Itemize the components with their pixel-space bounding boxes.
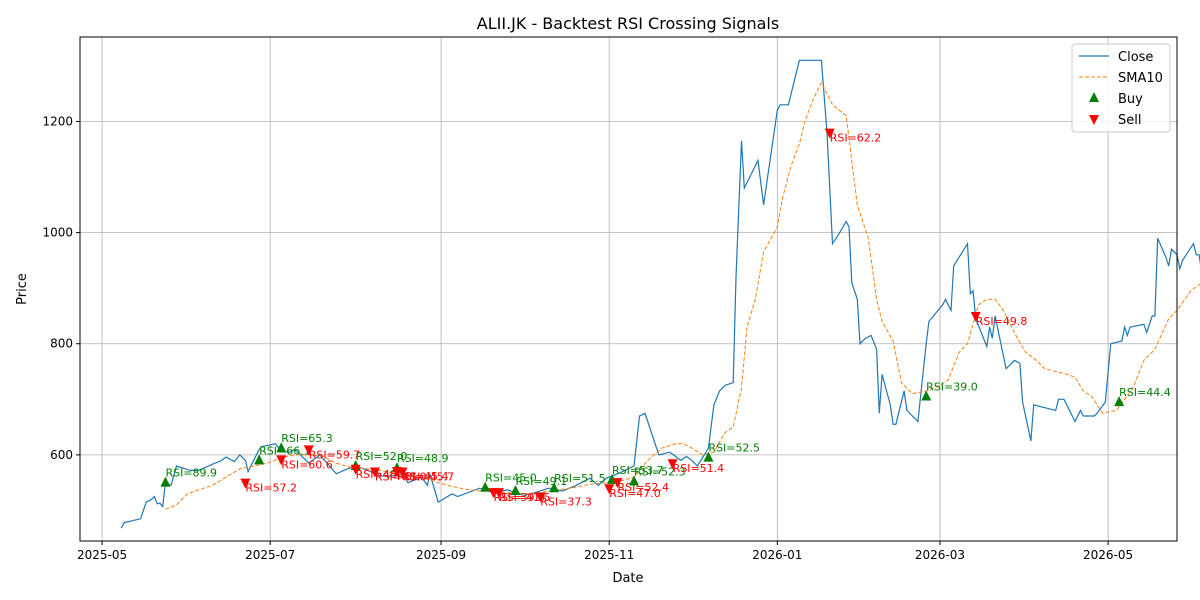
x-tick-label: 2025-07 <box>245 548 295 562</box>
close-price-line <box>120 59 1200 529</box>
sell-signal-marker <box>350 464 361 475</box>
y-axis-label: Price <box>15 273 30 305</box>
buy-signal-marker <box>549 482 560 493</box>
x-tick-label: 2025-05 <box>77 548 127 562</box>
sell-signal-label: RSI=59.7 <box>309 448 361 461</box>
chart-title: ALII.JK - Backtest RSI Crossing Signals <box>477 14 779 33</box>
buy-signal-label: RSI=48.9 <box>397 452 449 465</box>
grid <box>80 37 1177 541</box>
buy-signal-marker <box>703 451 714 462</box>
axis-ticks: 2025-05 2025-07 2025-09 2025-11 2026-01 2026-… <box>42 114 1133 562</box>
y-tick-label: 600 <box>50 448 73 462</box>
buy-signal-label: RSI=51.5 <box>554 472 606 485</box>
sell-signal-label: RSI=60.6 <box>281 458 333 471</box>
sell-signal-label: RSI=51.4 <box>673 462 725 475</box>
sell-signal-label: RSI=57.2 <box>245 482 297 495</box>
buy-signal-label: RSI=39.0 <box>926 381 978 394</box>
buy-signal-label: RSI=52.5 <box>708 442 760 455</box>
sell-signal-label: RSI=45.4 <box>397 470 449 483</box>
legend-sell-triangle-icon <box>1089 115 1099 125</box>
buy-signal-marker <box>254 454 265 465</box>
sell-signal-label: RSI=37.3 <box>540 496 592 509</box>
buy-signal-label: RSI=45.0 <box>485 472 537 485</box>
sell-signal-label: RSI=39.0 <box>493 491 545 504</box>
legend-label-close: Close <box>1118 50 1153 65</box>
y-tick-label: 1200 <box>42 114 73 128</box>
y-tick-label: 800 <box>50 337 73 351</box>
legend-label-sma: SMA10 <box>1118 71 1163 86</box>
sell-signal-marker <box>240 478 251 489</box>
sell-signal-label: RSI=62.2 <box>830 132 882 145</box>
x-axis-label: Date <box>612 571 643 586</box>
buy-signal-marker <box>1114 396 1125 407</box>
x-tick-label: 2025-11 <box>584 548 634 562</box>
sell-signal-marker <box>397 467 408 478</box>
x-tick-label: 2025-09 <box>416 548 466 562</box>
legend-label-sell: Sell <box>1118 113 1141 128</box>
sell-signal-marker <box>604 484 615 495</box>
x-tick-label: 2026-03 <box>915 548 965 562</box>
buy-signal-marker <box>629 475 640 486</box>
sell-signal-label: RSI=45.7 <box>402 471 454 484</box>
buy-signal-marker <box>160 476 171 487</box>
legend-label-buy: Buy <box>1118 92 1143 107</box>
sell-signal-marker <box>303 445 314 456</box>
buy-signal-label: RSI=52.0 <box>356 450 408 463</box>
sell-signal-marker <box>824 128 835 139</box>
sell-signal-marker <box>369 467 380 478</box>
sell-signal-marker <box>276 455 287 466</box>
plot-area: RSI=89.9RSI=57.2RSI=66.1RSI=65.3RSI=60.6… <box>120 59 1200 529</box>
buy-signal-marker <box>921 390 932 401</box>
x-tick-label: 2026-01 <box>752 548 802 562</box>
buy-signal-label: RSI=44.4 <box>1119 386 1171 399</box>
sell-signal-marker <box>667 459 678 470</box>
sell-signal-marker <box>612 478 623 489</box>
buy-signal-label: RSI=65.3 <box>281 432 333 445</box>
buy-signal-label: RSI=89.9 <box>165 467 217 480</box>
sell-signal-marker <box>493 488 504 499</box>
sell-signal-label: RSI=49.8 <box>976 315 1028 328</box>
buy-signal-marker <box>510 484 521 495</box>
buy-signal-marker <box>276 442 287 453</box>
axes-frame <box>79 36 1178 542</box>
legend-box <box>1071 43 1171 133</box>
buy-signal-marker <box>480 481 491 492</box>
y-tick-label: 1000 <box>42 226 73 240</box>
sell-signal-label: RSI=47.0 <box>609 487 661 500</box>
x-tick-label: 2026-05 <box>1083 548 1133 562</box>
legend: Close SMA10 Buy Sell <box>1071 43 1171 133</box>
legend-buy-triangle-icon <box>1089 92 1099 102</box>
buy-signal-label: RSI=53.7 <box>612 464 664 477</box>
sell-signal-marker <box>970 311 981 322</box>
sell-signal-label: RSI=52.4 <box>617 481 669 494</box>
sma10-line <box>165 81 1200 510</box>
sell-signal-label: RSI=48.0 <box>375 471 427 484</box>
sell-signal-marker <box>535 492 546 503</box>
